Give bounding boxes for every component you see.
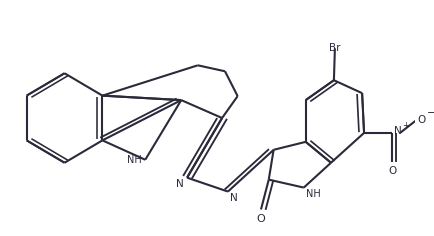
Text: N: N bbox=[393, 126, 401, 135]
Text: O: O bbox=[417, 115, 425, 125]
Text: N: N bbox=[230, 193, 237, 203]
Text: N: N bbox=[175, 179, 183, 189]
Text: O: O bbox=[387, 166, 395, 177]
Text: NH: NH bbox=[127, 155, 141, 165]
Text: +: + bbox=[401, 121, 408, 130]
Text: −: − bbox=[426, 108, 434, 118]
Text: NH: NH bbox=[305, 190, 320, 199]
Text: O: O bbox=[256, 214, 265, 224]
Text: Br: Br bbox=[329, 43, 340, 53]
